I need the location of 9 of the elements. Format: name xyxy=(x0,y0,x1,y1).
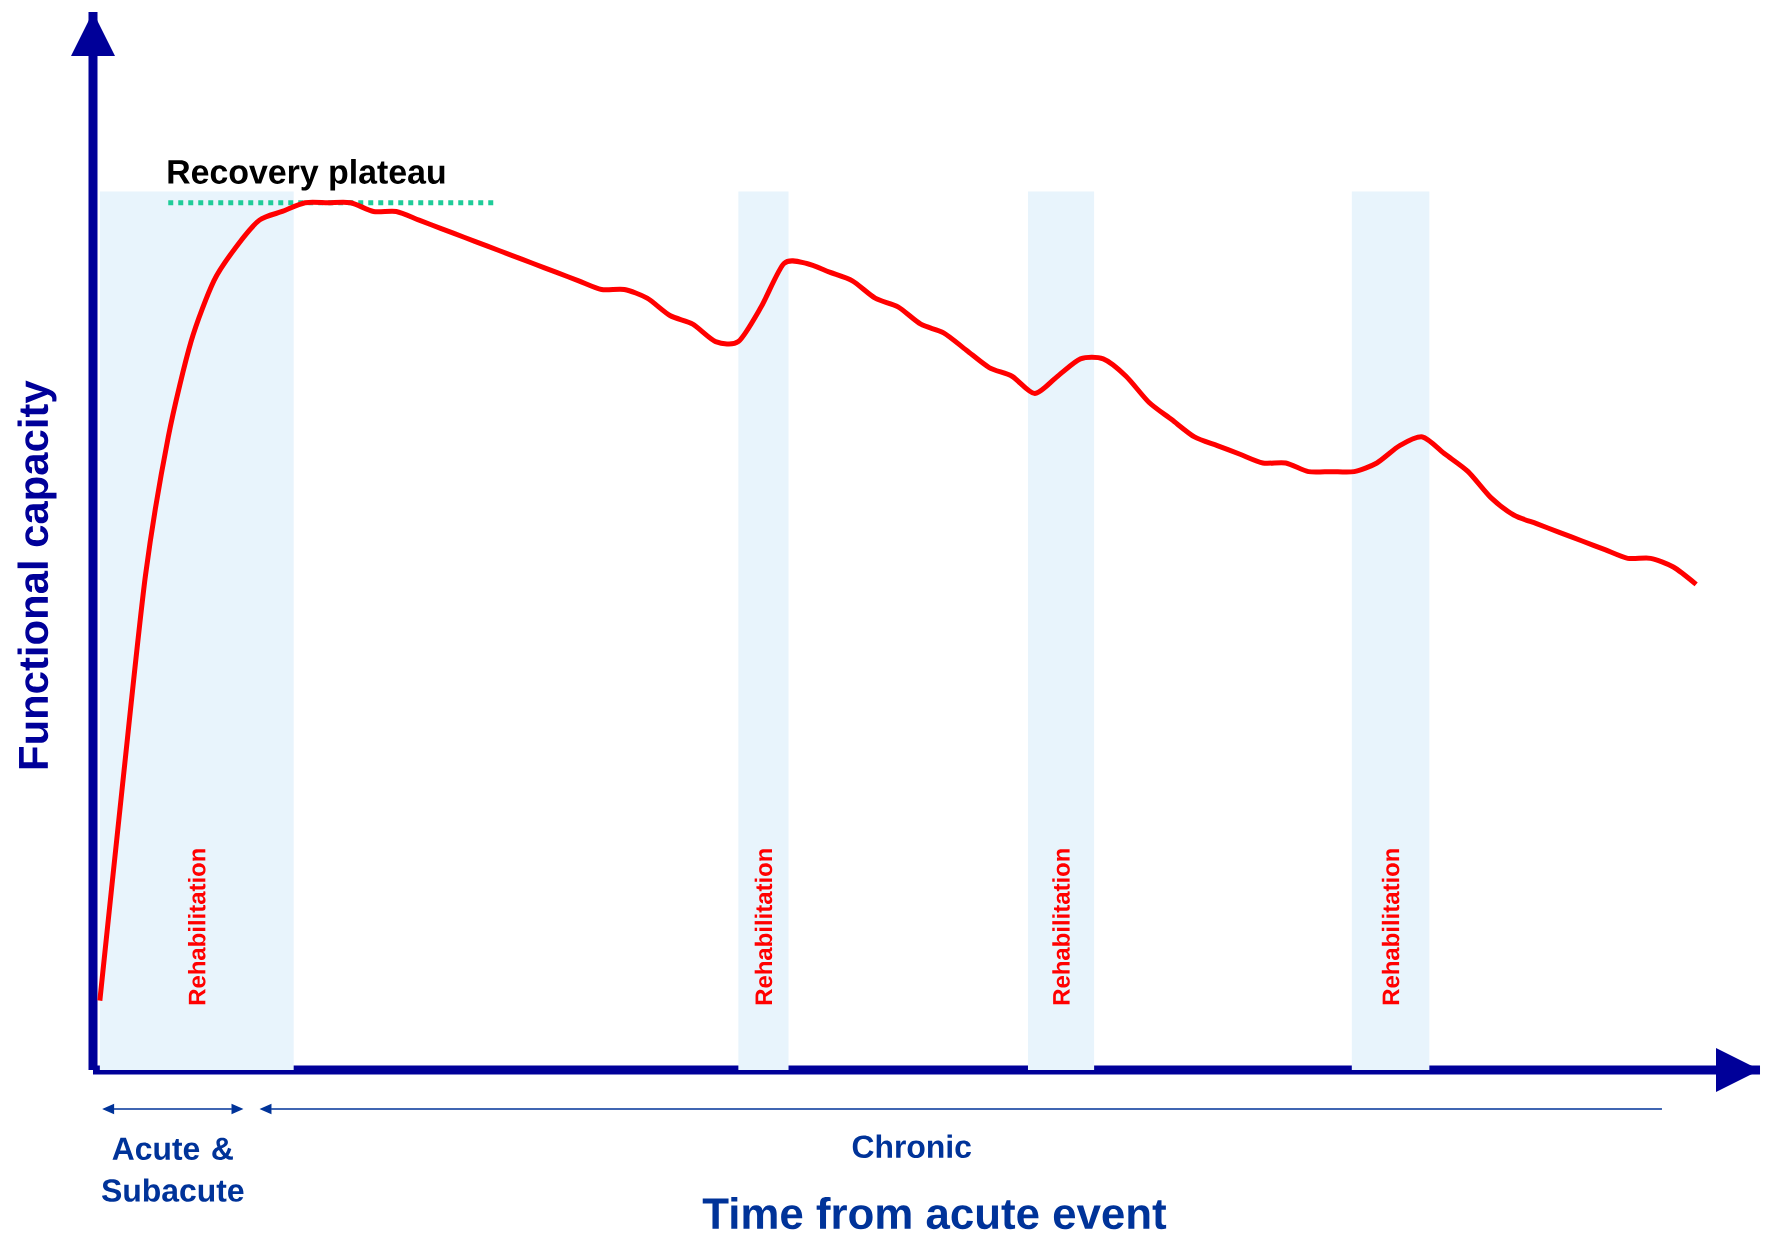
annotation: Rehabilitation xyxy=(187,849,206,1005)
text: Chronic xyxy=(852,1134,971,1159)
text: Acute & Subacute xyxy=(101,1137,244,1202)
annotation: Rehabilitation xyxy=(1381,849,1400,1005)
annotation: Rehabilitation xyxy=(754,849,773,1005)
ref-line-label: Recovery plateau xyxy=(168,159,445,191)
y-axis-title: Functional capacity xyxy=(17,380,57,769)
x-axis-title: Time from acute event xyxy=(702,1196,1167,1230)
annotation: Rehabilitation xyxy=(1052,849,1070,1005)
